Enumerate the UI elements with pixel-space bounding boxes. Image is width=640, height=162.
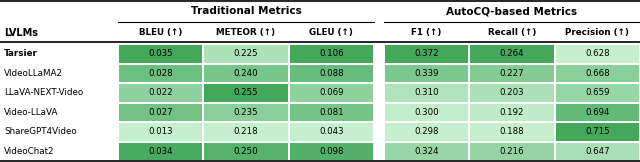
Text: GLEU (↑): GLEU (↑) [309, 28, 353, 36]
Text: 0.659: 0.659 [585, 88, 609, 97]
Bar [119, 45, 202, 63]
Text: 0.255: 0.255 [234, 88, 259, 97]
Bar [385, 84, 468, 102]
Bar [204, 84, 287, 102]
Bar [204, 104, 287, 121]
Text: AutoCQ-based Metrics: AutoCQ-based Metrics [447, 6, 577, 16]
Text: 0.694: 0.694 [585, 108, 609, 117]
Bar [470, 84, 554, 102]
Bar [204, 64, 287, 82]
Bar [290, 123, 373, 140]
Bar [556, 45, 639, 63]
Bar [290, 64, 373, 82]
Text: 0.668: 0.668 [585, 69, 610, 78]
Bar [385, 64, 468, 82]
Text: 0.013: 0.013 [148, 127, 173, 136]
Bar [470, 64, 554, 82]
Text: LVLMs: LVLMs [4, 28, 38, 38]
Text: 0.216: 0.216 [500, 147, 524, 156]
Text: 0.227: 0.227 [500, 69, 524, 78]
Text: 0.310: 0.310 [414, 88, 439, 97]
Bar [556, 143, 639, 160]
Text: METEOR (↑): METEOR (↑) [216, 28, 276, 36]
Text: VIdeoLLaMA2: VIdeoLLaMA2 [4, 69, 63, 78]
Bar [119, 123, 202, 140]
Text: 0.043: 0.043 [319, 127, 344, 136]
Bar [119, 143, 202, 160]
Text: 0.106: 0.106 [319, 49, 344, 58]
Text: 0.324: 0.324 [414, 147, 439, 156]
Bar [204, 143, 287, 160]
Text: 0.203: 0.203 [500, 88, 524, 97]
Text: Traditional Metrics: Traditional Metrics [191, 6, 301, 16]
Bar [385, 123, 468, 140]
Bar [385, 45, 468, 63]
Text: VideoChat2: VideoChat2 [4, 147, 54, 156]
Bar [119, 104, 202, 121]
Bar [556, 64, 639, 82]
Text: 0.088: 0.088 [319, 69, 344, 78]
Text: ShareGPT4Video: ShareGPT4Video [4, 127, 77, 136]
Text: 0.028: 0.028 [148, 69, 173, 78]
Text: F1 (↑): F1 (↑) [412, 28, 442, 36]
Bar [470, 104, 554, 121]
Bar [290, 104, 373, 121]
Text: 0.218: 0.218 [234, 127, 259, 136]
Text: 0.022: 0.022 [148, 88, 173, 97]
Bar [556, 84, 639, 102]
Text: 0.647: 0.647 [585, 147, 610, 156]
Text: BLEU (↑): BLEU (↑) [139, 28, 182, 36]
Text: 0.225: 0.225 [234, 49, 259, 58]
Bar [290, 143, 373, 160]
Text: 0.188: 0.188 [500, 127, 524, 136]
Bar [470, 45, 554, 63]
Bar [119, 64, 202, 82]
Bar [556, 104, 639, 121]
Bar [385, 104, 468, 121]
Text: 0.298: 0.298 [415, 127, 439, 136]
Bar [204, 123, 287, 140]
Text: 0.035: 0.035 [148, 49, 173, 58]
Text: LLaVA-NEXT-Video: LLaVA-NEXT-Video [4, 88, 83, 97]
Text: 0.192: 0.192 [500, 108, 524, 117]
Text: Recall (↑): Recall (↑) [488, 28, 536, 36]
Text: 0.372: 0.372 [414, 49, 439, 58]
Bar [556, 123, 639, 140]
Text: 0.034: 0.034 [148, 147, 173, 156]
Text: 0.081: 0.081 [319, 108, 344, 117]
Text: 0.069: 0.069 [319, 88, 344, 97]
Text: 0.264: 0.264 [500, 49, 524, 58]
Bar [119, 84, 202, 102]
Text: Precision (↑): Precision (↑) [565, 28, 629, 36]
Text: Video-LLaVA: Video-LLaVA [4, 108, 58, 117]
Text: 0.250: 0.250 [234, 147, 259, 156]
Text: Tarsier: Tarsier [4, 49, 38, 58]
Bar [385, 143, 468, 160]
Text: 0.240: 0.240 [234, 69, 259, 78]
Text: 0.027: 0.027 [148, 108, 173, 117]
Text: 0.628: 0.628 [585, 49, 610, 58]
Text: 0.339: 0.339 [415, 69, 439, 78]
Bar [290, 45, 373, 63]
Bar [470, 143, 554, 160]
Bar [470, 123, 554, 140]
Text: 0.235: 0.235 [234, 108, 259, 117]
Bar [290, 84, 373, 102]
Text: 0.098: 0.098 [319, 147, 344, 156]
Text: 0.300: 0.300 [414, 108, 439, 117]
Bar [204, 45, 287, 63]
Text: 0.715: 0.715 [585, 127, 610, 136]
